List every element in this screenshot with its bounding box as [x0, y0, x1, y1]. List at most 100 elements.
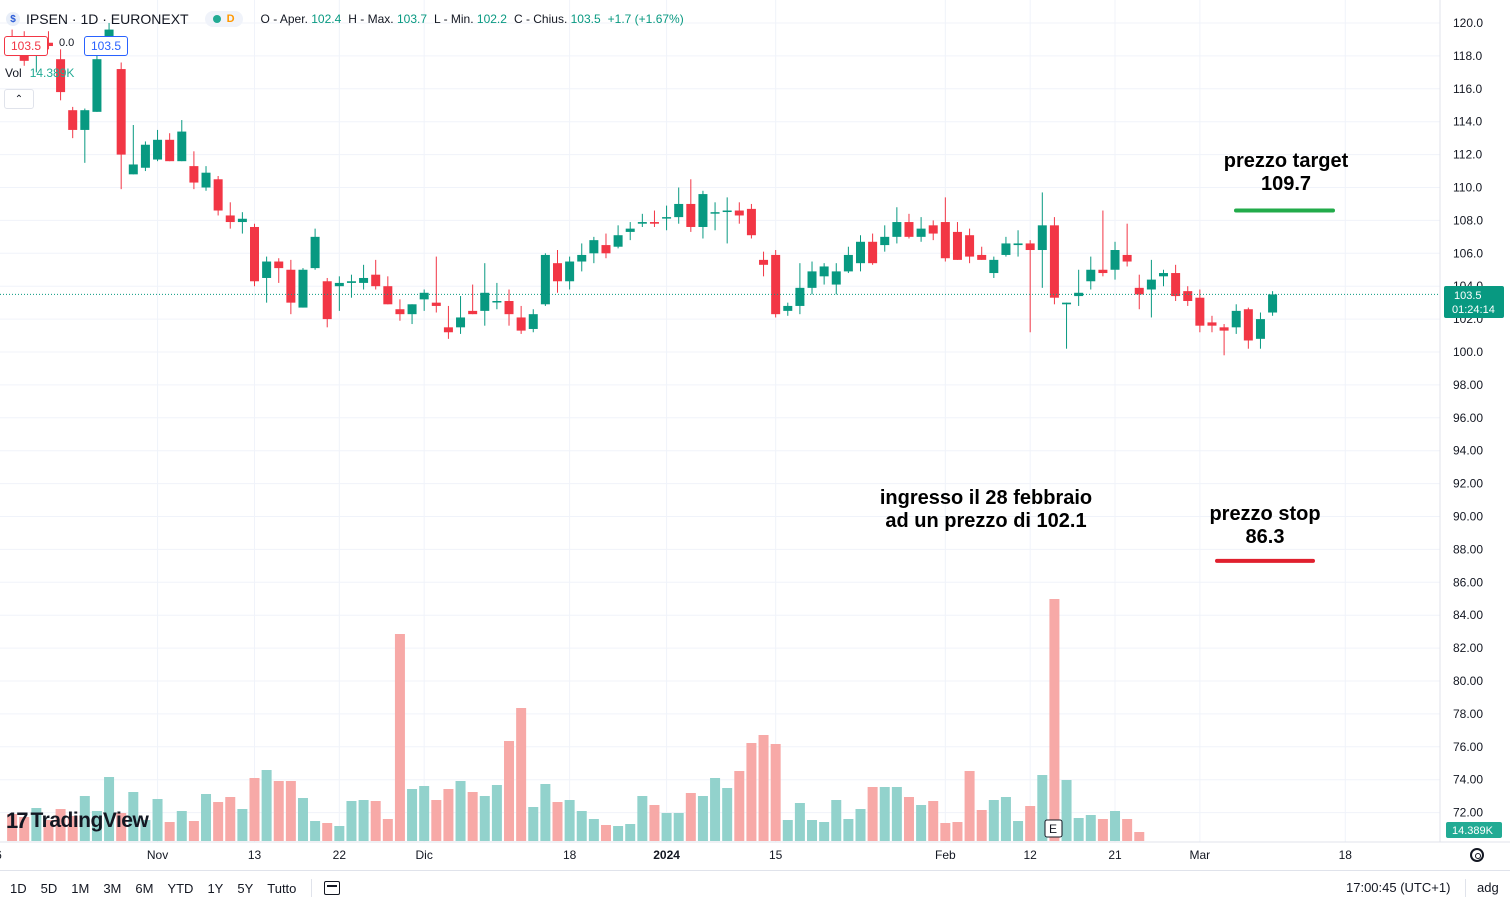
volume-bar [661, 813, 672, 841]
volume-bar [310, 821, 321, 841]
candle-body [940, 222, 950, 259]
range-1m[interactable]: 1M [71, 880, 90, 896]
candle-body [771, 254, 781, 315]
candle-body [734, 210, 744, 216]
range-5y[interactable]: 5Y [237, 880, 254, 896]
price-tick-label: 74.00 [1453, 773, 1483, 787]
volume-bar [722, 788, 733, 841]
price-tick-label: 106.0 [1453, 246, 1483, 260]
candle [831, 263, 841, 295]
range-1d[interactable]: 1D [10, 880, 27, 896]
candle [977, 246, 987, 260]
candle-body [504, 301, 514, 315]
candle [68, 106, 78, 139]
candle [553, 250, 562, 293]
candle-body [625, 228, 635, 232]
candles [7, 23, 1278, 356]
ohlc-low-value: 102.2 [476, 12, 507, 26]
range-ytd[interactable]: YTD [167, 880, 194, 896]
volume-bar [928, 801, 939, 841]
volume-bar [394, 634, 405, 841]
volume-bar [588, 819, 599, 841]
volume-bar [879, 787, 890, 841]
volume-bar [1013, 821, 1024, 841]
candle-body [274, 261, 284, 269]
candle [140, 141, 150, 172]
clock-timezone[interactable]: 17:00:45 (UTC+1) [1346, 880, 1451, 895]
calendar-icon[interactable] [324, 881, 341, 895]
volume-bar [491, 785, 502, 841]
collapse-icon[interactable]: ⌃ [4, 89, 34, 109]
candle-body [322, 281, 332, 320]
volume-bar [831, 800, 842, 841]
candle-body [1268, 294, 1278, 313]
market-status[interactable]: D [204, 11, 243, 27]
ohlc-open-value: 102.4 [311, 12, 342, 26]
volume-bar [1025, 806, 1036, 841]
earnings-marker[interactable]: E [1044, 819, 1063, 838]
candle-body [1098, 269, 1108, 274]
sell-price-button[interactable]: 103.5 [4, 36, 49, 56]
symbol-title[interactable]: IPSEN · 1D · EURONEXT [26, 11, 189, 27]
candle [322, 277, 332, 328]
candle-body [165, 139, 175, 162]
time-tick-label: 22 [333, 848, 347, 862]
countdown-label: 01:24:14 [1452, 304, 1495, 316]
candle [637, 213, 647, 227]
range-5d[interactable]: 5D [40, 880, 58, 896]
range-all[interactable]: Tutto [267, 880, 297, 896]
gear-icon[interactable] [1470, 848, 1484, 862]
ohlc-values: O - Aper. 102.4 H - Max. 103.7 L - Min. … [261, 12, 684, 26]
buy-price-button[interactable]: 103.5 [84, 36, 129, 56]
volume-tag-label: 14.389K [1452, 825, 1494, 837]
candle [383, 276, 393, 305]
candle [371, 259, 381, 290]
tradingview-brand[interactable]: 17 TradingView [6, 808, 149, 834]
candle [56, 49, 66, 101]
volume-bar [916, 805, 927, 841]
volume-bar [261, 770, 272, 841]
candle-body [419, 292, 429, 300]
time-tick-label: Nov [147, 848, 168, 862]
volume-bar [770, 744, 781, 841]
candle [443, 305, 453, 339]
volume-bar [297, 798, 308, 841]
candle-body [1171, 273, 1181, 297]
price-tick-label: 96.00 [1453, 411, 1483, 425]
candle-body [807, 271, 817, 288]
candle-body [213, 179, 223, 211]
time-tick-label: 18 [1339, 848, 1353, 862]
symbol-logo-icon[interactable]: $ [6, 12, 20, 26]
ohlc-close-value: 103.5 [570, 12, 601, 26]
candle-body [359, 277, 369, 283]
range-6m[interactable]: 6M [135, 880, 154, 896]
volume-bar [540, 784, 551, 841]
adjust-toggle[interactable]: adg [1477, 880, 1499, 895]
candle-body [649, 222, 659, 224]
candle-body [916, 228, 926, 237]
volume-bar [55, 809, 66, 841]
price-tick-label: 80.00 [1453, 674, 1483, 688]
candle [92, 49, 102, 112]
tradingview-logo-icon: 17 [6, 808, 29, 833]
candle [468, 284, 478, 315]
candle [734, 202, 744, 224]
candle-body [1183, 291, 1193, 302]
range-3m[interactable]: 3M [103, 880, 122, 896]
candle-body [698, 194, 708, 227]
candle-body [928, 225, 938, 234]
candle [856, 235, 865, 272]
price-axis: 120.0 118.0 116.0 114.0 112.0 110.0 108.0 106.0… [1453, 16, 1483, 820]
candle [1098, 210, 1108, 277]
last-price-label: 103.5 [1454, 290, 1482, 302]
volume-bar [346, 801, 357, 841]
range-1y[interactable]: 1Y [207, 880, 224, 896]
volume-bar [504, 741, 515, 841]
candle-body [140, 144, 150, 168]
candle-body [880, 236, 890, 246]
volume-bar [370, 801, 381, 841]
candle-body [116, 69, 126, 155]
ohlc-close-label: C - Chius. [513, 12, 568, 26]
